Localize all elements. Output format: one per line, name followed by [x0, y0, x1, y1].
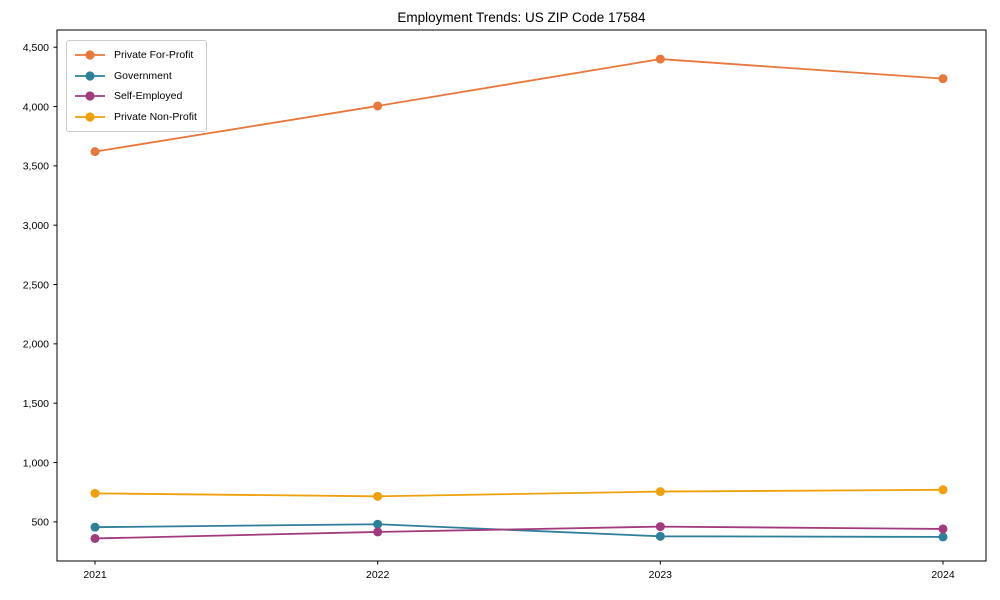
data-point	[655, 522, 665, 532]
y-tick-label: 500	[31, 517, 49, 529]
data-point	[90, 522, 100, 532]
legend-dot	[85, 91, 95, 101]
legend-label: Self-Employed	[114, 90, 183, 103]
y-tick-label: 2,500	[23, 279, 49, 291]
data-point	[938, 485, 948, 495]
x-tick-label: 2023	[649, 569, 673, 581]
y-tick-label: 1,500	[23, 398, 49, 410]
legend-marker	[75, 112, 105, 122]
legend-item: Private Non-Profit	[73, 107, 197, 128]
y-tick-label: 1,000	[23, 457, 49, 469]
legend-item: Self-Employed	[73, 86, 197, 107]
legend-dot	[85, 112, 95, 122]
data-point	[655, 487, 665, 497]
y-tick-label: 3,500	[23, 161, 49, 173]
plot-frame	[56, 29, 987, 562]
y-tick-label: 4,500	[23, 42, 49, 54]
legend-dot	[85, 71, 95, 81]
data-point	[373, 527, 383, 537]
legend-dot	[85, 50, 95, 60]
legend-label: Private Non-Profit	[114, 110, 197, 123]
data-point	[938, 74, 948, 84]
legend: Private For-Profit Government Self-Employe…	[66, 40, 207, 132]
y-tick-label: 2,000	[23, 339, 49, 351]
data-point	[90, 533, 100, 543]
data-point	[938, 524, 948, 534]
legend-marker	[75, 71, 105, 81]
data-point	[655, 54, 665, 64]
legend-marker	[75, 91, 105, 101]
series-line	[94, 488, 944, 498]
data-point	[373, 491, 383, 501]
x-tick-label: 2024	[931, 569, 955, 581]
x-tick-label: 2021	[83, 569, 107, 581]
data-point	[90, 147, 100, 157]
legend-label: Government	[114, 69, 172, 82]
y-tick-label: 3,000	[23, 220, 49, 232]
legend-marker	[75, 50, 105, 60]
x-tick-label: 2022	[366, 569, 390, 581]
data-point	[373, 101, 383, 111]
data-point	[655, 531, 665, 541]
chart-title: Employment Trends: US ZIP Code 17584	[397, 10, 646, 25]
data-point	[938, 532, 948, 542]
series-line	[94, 523, 944, 538]
legend-item: Private For-Profit	[73, 45, 197, 66]
y-tick-label: 4,000	[23, 101, 49, 113]
data-point	[373, 519, 383, 529]
legend-item: Government	[73, 66, 197, 87]
legend-label: Private For-Profit	[114, 49, 194, 62]
series-line	[94, 525, 944, 540]
series-line	[94, 58, 944, 153]
data-point	[90, 488, 100, 498]
